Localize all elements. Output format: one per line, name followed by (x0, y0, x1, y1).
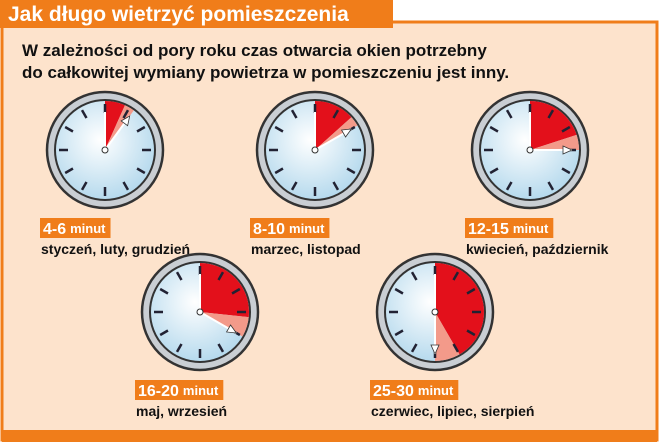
hour-tick (452, 271, 460, 281)
hour-tick (466, 329, 476, 337)
hand-pivot (311, 146, 319, 154)
hour-tick (547, 109, 555, 119)
hour-tick (80, 109, 88, 119)
range-label: 16-20 (138, 383, 179, 400)
hour-tick (561, 167, 571, 175)
unit-label: minut (418, 383, 454, 398)
hour-tick (466, 287, 476, 295)
hour-tick (290, 181, 298, 191)
hour-tick (64, 125, 74, 133)
hour-tick (290, 109, 298, 119)
hour-tick (217, 271, 225, 281)
unit-label: minut (70, 221, 106, 236)
hand-pivot (101, 146, 109, 154)
wedge-max (530, 134, 579, 150)
hour-tick (217, 343, 225, 353)
hour-tick (561, 125, 571, 133)
hour-tick (394, 287, 404, 295)
range-badge (40, 218, 111, 238)
hand-arrow (562, 145, 573, 155)
hour-tick (64, 167, 74, 175)
range-badge (465, 218, 554, 238)
wedge-min (200, 263, 249, 318)
title: Jak długo wietrzyć pomieszczenia (8, 3, 349, 26)
hand-arrow (225, 324, 238, 334)
hour-tick (175, 343, 183, 353)
hour-tick (410, 271, 418, 281)
header-bar (0, 0, 393, 28)
wedge-max (435, 312, 460, 361)
intro-line: W zależności od pory roku czas otwarcia … (22, 41, 487, 60)
hour-tick (394, 329, 404, 337)
wedge-min (105, 101, 125, 150)
hour-tick (332, 181, 340, 191)
hand-pivot (431, 308, 439, 316)
months-label: marzec, listopad (251, 241, 361, 257)
hour-tick (136, 125, 146, 133)
intro-line: do całkowitej wymiany powietrza w pomies… (22, 63, 509, 82)
months-label: kwiecień, październik (466, 241, 609, 257)
range-badge (250, 218, 330, 238)
hour-tick (122, 109, 130, 119)
hour-tick (159, 329, 169, 337)
hand-arrow (340, 128, 353, 138)
wedge-min (530, 101, 577, 150)
hand-arrow (120, 115, 131, 127)
months-label: styczeń, luty, grudzień (41, 241, 190, 257)
hour-tick (274, 167, 284, 175)
range-badge (370, 380, 459, 400)
hand-arrow (430, 344, 440, 355)
range-label: 4-6 (43, 221, 66, 238)
months-label: czerwiec, lipiec, sierpień (371, 403, 534, 419)
hour-tick (505, 109, 513, 119)
months-label: maj, wrzesień (136, 403, 227, 419)
wedge-min (315, 101, 352, 150)
hour-tick (547, 181, 555, 191)
hour-tick (175, 271, 183, 281)
hour-tick (346, 167, 356, 175)
bottom-strip (2, 430, 657, 442)
hour-tick (489, 167, 499, 175)
hour-tick (410, 343, 418, 353)
range-label: 25-30 (373, 383, 414, 400)
hour-tick (505, 181, 513, 191)
hour-tick (159, 287, 169, 295)
wedge-max (315, 117, 358, 150)
range-label: 8-10 (253, 221, 285, 238)
hour-tick (489, 125, 499, 133)
hour-tick (231, 287, 241, 295)
hour-tick (332, 109, 340, 119)
unit-label: minut (183, 383, 219, 398)
hand-pivot (526, 146, 534, 154)
wedge-min (435, 263, 485, 355)
hour-tick (452, 343, 460, 353)
hour-tick (274, 125, 284, 133)
unit-label: minut (289, 221, 325, 236)
hour-tick (122, 181, 130, 191)
hand-pivot (196, 308, 204, 316)
range-badge (135, 380, 224, 400)
hour-tick (80, 181, 88, 191)
unit-label: minut (513, 221, 549, 236)
range-label: 12-15 (468, 221, 509, 238)
hour-tick (136, 167, 146, 175)
